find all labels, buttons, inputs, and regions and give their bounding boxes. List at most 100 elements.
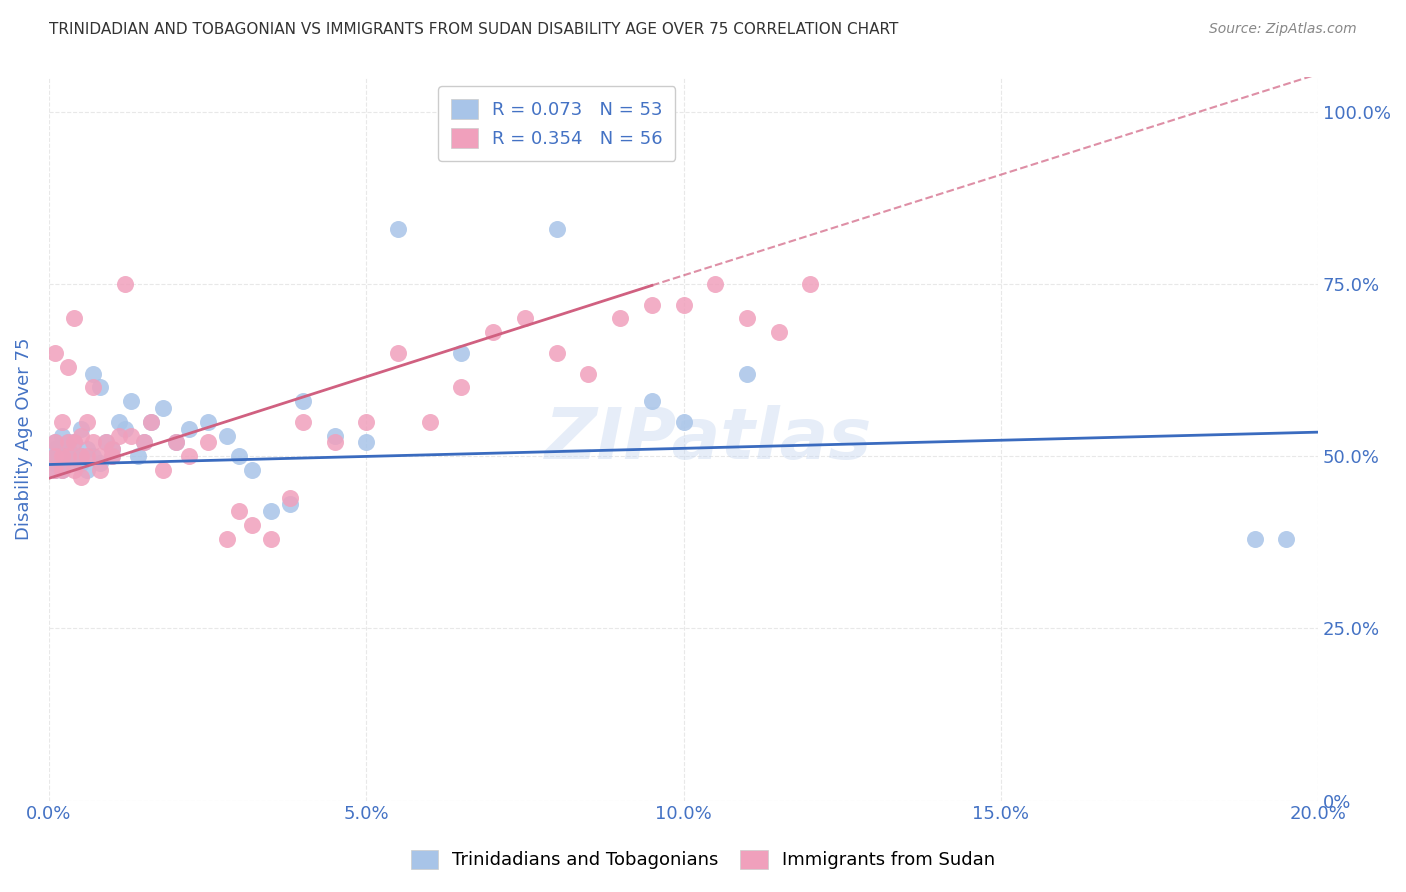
Point bbox=[101, 442, 124, 457]
Point bbox=[76, 463, 98, 477]
Point bbox=[450, 346, 472, 360]
Point bbox=[799, 277, 821, 291]
Point bbox=[139, 415, 162, 429]
Point bbox=[44, 456, 66, 470]
Point bbox=[56, 449, 79, 463]
Point bbox=[215, 532, 238, 546]
Point bbox=[69, 422, 91, 436]
Point bbox=[482, 326, 505, 340]
Point bbox=[51, 449, 73, 463]
Point bbox=[609, 311, 631, 326]
Point bbox=[101, 449, 124, 463]
Point bbox=[101, 442, 124, 457]
Point bbox=[387, 346, 409, 360]
Point bbox=[546, 346, 568, 360]
Point bbox=[44, 346, 66, 360]
Point bbox=[69, 428, 91, 442]
Point bbox=[278, 498, 301, 512]
Point bbox=[56, 442, 79, 457]
Point bbox=[63, 449, 86, 463]
Point bbox=[94, 435, 117, 450]
Point bbox=[576, 367, 599, 381]
Point bbox=[76, 415, 98, 429]
Point bbox=[107, 415, 129, 429]
Point bbox=[56, 435, 79, 450]
Point bbox=[672, 415, 695, 429]
Point bbox=[356, 415, 378, 429]
Point bbox=[69, 449, 91, 463]
Point bbox=[82, 435, 104, 450]
Point bbox=[63, 311, 86, 326]
Point bbox=[63, 456, 86, 470]
Text: Source: ZipAtlas.com: Source: ZipAtlas.com bbox=[1209, 22, 1357, 37]
Point bbox=[44, 463, 66, 477]
Point bbox=[513, 311, 536, 326]
Point bbox=[1243, 532, 1265, 546]
Point bbox=[228, 449, 250, 463]
Point bbox=[165, 435, 187, 450]
Point bbox=[63, 435, 86, 450]
Point bbox=[44, 449, 66, 463]
Point bbox=[89, 463, 111, 477]
Point bbox=[51, 456, 73, 470]
Point bbox=[177, 422, 200, 436]
Point bbox=[356, 435, 378, 450]
Point bbox=[121, 428, 143, 442]
Point bbox=[44, 463, 66, 477]
Point bbox=[89, 449, 111, 463]
Point bbox=[735, 367, 758, 381]
Point bbox=[546, 222, 568, 236]
Point bbox=[56, 435, 79, 450]
Point bbox=[82, 367, 104, 381]
Point bbox=[197, 435, 219, 450]
Point bbox=[101, 449, 124, 463]
Point bbox=[51, 428, 73, 442]
Point bbox=[69, 449, 91, 463]
Point bbox=[51, 415, 73, 429]
Point bbox=[76, 442, 98, 457]
Point bbox=[44, 449, 66, 463]
Point bbox=[69, 470, 91, 484]
Point bbox=[240, 518, 263, 533]
Point bbox=[56, 449, 79, 463]
Point bbox=[641, 298, 664, 312]
Point bbox=[69, 456, 91, 470]
Point bbox=[641, 394, 664, 409]
Point bbox=[278, 491, 301, 505]
Point bbox=[260, 504, 283, 518]
Point bbox=[165, 435, 187, 450]
Point bbox=[177, 449, 200, 463]
Point bbox=[44, 442, 66, 457]
Point bbox=[134, 435, 156, 450]
Point bbox=[228, 504, 250, 518]
Point bbox=[51, 463, 73, 477]
Point bbox=[121, 394, 143, 409]
Point bbox=[127, 449, 149, 463]
Point bbox=[107, 428, 129, 442]
Point bbox=[152, 401, 174, 415]
Point bbox=[387, 222, 409, 236]
Legend: R = 0.073   N = 53, R = 0.354   N = 56: R = 0.073 N = 53, R = 0.354 N = 56 bbox=[437, 87, 675, 161]
Point bbox=[215, 428, 238, 442]
Point bbox=[44, 435, 66, 450]
Point bbox=[323, 435, 346, 450]
Text: TRINIDADIAN AND TOBAGONIAN VS IMMIGRANTS FROM SUDAN DISABILITY AGE OVER 75 CORRE: TRINIDADIAN AND TOBAGONIAN VS IMMIGRANTS… bbox=[49, 22, 898, 37]
Point bbox=[82, 380, 104, 394]
Point bbox=[672, 298, 695, 312]
Point bbox=[240, 463, 263, 477]
Point bbox=[63, 463, 86, 477]
Point bbox=[768, 326, 790, 340]
Point bbox=[89, 380, 111, 394]
Point bbox=[152, 463, 174, 477]
Point bbox=[82, 449, 104, 463]
Point bbox=[114, 277, 136, 291]
Point bbox=[291, 415, 314, 429]
Point bbox=[1275, 532, 1298, 546]
Y-axis label: Disability Age Over 75: Disability Age Over 75 bbox=[15, 338, 32, 541]
Point bbox=[323, 428, 346, 442]
Point bbox=[51, 449, 73, 463]
Point bbox=[63, 435, 86, 450]
Point bbox=[704, 277, 727, 291]
Point bbox=[94, 435, 117, 450]
Point bbox=[197, 415, 219, 429]
